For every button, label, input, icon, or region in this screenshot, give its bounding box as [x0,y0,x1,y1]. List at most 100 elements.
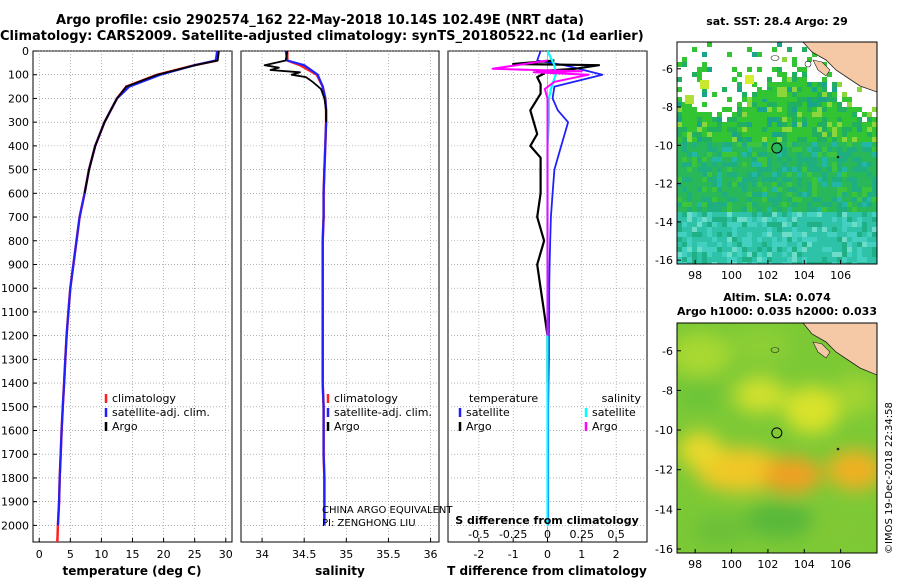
sst-cell [847,232,852,237]
sst-cell [727,212,732,217]
sst-cell [867,162,872,167]
sst-cell [692,212,697,217]
sst-cell [697,162,702,167]
sst-cell [797,207,802,212]
sst-cell [782,142,787,147]
sst-cell [822,127,827,132]
sst-cell [867,112,872,117]
sst-cell [822,97,827,102]
sst-cell [727,132,732,137]
sst-cell [682,232,687,237]
sst-cell [827,187,832,192]
sst-cell [797,262,802,264]
sst-cell [802,257,807,262]
sst-cell [812,232,817,237]
depth-tick-label: 1200 [1,330,29,343]
sst-cell [707,67,712,72]
sst-cell [857,187,862,192]
sst-cell [697,242,702,247]
sst-cell [757,147,762,152]
sla-map-title-line1: Altim. SLA: 0.074 [723,291,831,304]
sst-cell [852,167,857,172]
sst-cell [817,242,822,247]
sst-cell [737,252,742,257]
sst-cell [767,227,772,232]
sst-cell [737,82,742,87]
sst-cell [687,112,692,117]
sst-cell [692,252,697,257]
sst-cell [677,157,682,162]
sst-cell [862,242,867,247]
sst-cell [717,252,722,257]
sst-cell [872,157,877,162]
sst-cell [702,112,707,117]
sst-contour-2 [770,55,780,61]
sst-cell [792,97,797,102]
sst-contour-1 [804,60,812,68]
sst-cell [782,97,787,102]
sst-cell [782,207,787,212]
sst-cell [777,122,782,127]
temperature-tick-label: 5 [67,548,74,561]
sst-cell [697,172,702,177]
sst-cell [797,92,802,97]
sst-cell [682,207,687,212]
map-lat-tick-label: -14 [655,216,673,229]
sst-cell [682,252,687,257]
sst-cell [867,257,872,262]
sst-cell [857,212,862,217]
sst-cell [757,252,762,257]
sst-cell [762,142,767,147]
sst-cell [827,127,832,132]
sst-argo-marker [771,142,783,154]
s-difference-tick-label: -0.5 [468,528,489,541]
sst-cell [837,172,842,177]
sst-cell [762,257,767,262]
sst-cell [682,167,687,172]
sst-cell [837,102,842,107]
sst-cell [767,182,772,187]
sst-cell [812,52,817,57]
sst-cell [767,87,772,92]
sst-cell [792,82,797,87]
sst-cell [837,182,842,187]
sst-cell [817,87,822,92]
sst-cell [757,227,762,232]
sst-cell [702,207,707,212]
sst-cell [857,127,862,132]
sst-cell [707,162,712,167]
sst-cell [752,82,757,87]
sst-cell [792,137,797,142]
sst-cell [842,192,847,197]
map-lon-tick-label: 106 [830,558,851,571]
sla-land-island [812,341,831,359]
sst-cell [717,202,722,207]
sst-cell [692,257,697,262]
sst-cell [677,87,682,92]
sst-cell [717,122,722,127]
sst-cell [737,87,742,92]
sst-cell [817,152,822,157]
sst-cell [687,117,692,122]
sst-cell [867,217,872,222]
sst-cell [787,117,792,122]
sst-cell [697,237,702,242]
sst-cell [832,92,837,97]
sst-cell [812,167,817,172]
sst-cell [752,242,757,247]
sst-cell [692,192,697,197]
sst-cell [722,162,727,167]
sst-cell [712,127,717,132]
sst-cell [817,102,822,107]
sst-cell [827,227,832,232]
sst-cell [687,237,692,242]
sst-cell [677,182,682,187]
sst-cell [722,202,727,207]
sst-cell [732,242,737,247]
sst-cell [777,157,782,162]
sst-cell [757,222,762,227]
sst-cell [842,197,847,202]
sst-map-title: sat. SST: 28.4 Argo: 29 [706,15,848,28]
sst-cell [797,87,802,92]
sst-cell [772,162,777,167]
